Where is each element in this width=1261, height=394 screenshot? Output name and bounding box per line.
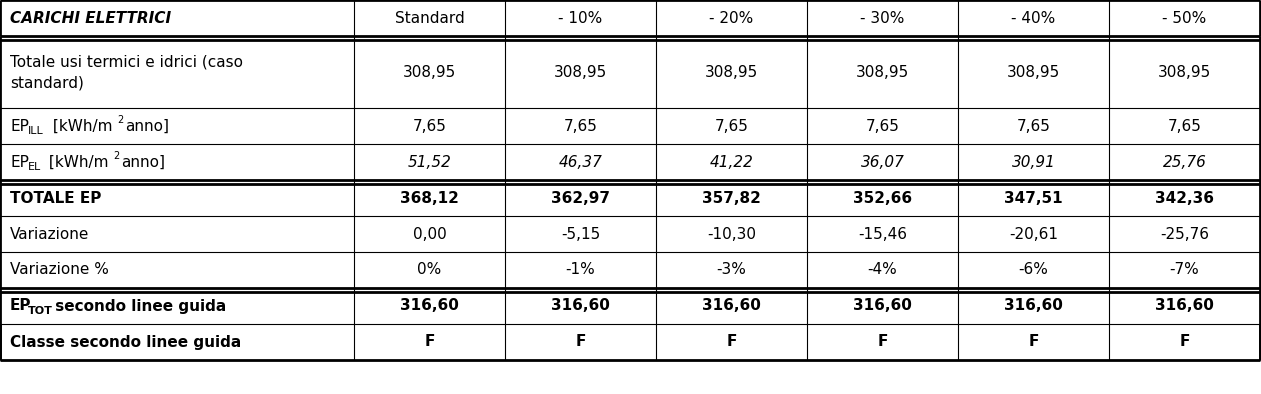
Text: anno]: anno] [121, 154, 165, 169]
Text: 347,51: 347,51 [1004, 191, 1063, 206]
Text: -6%: -6% [1019, 262, 1048, 277]
Text: - 20%: - 20% [710, 11, 754, 26]
Text: - 40%: - 40% [1011, 11, 1055, 26]
Text: TOTALE EP: TOTALE EP [10, 191, 101, 206]
Text: EL: EL [28, 162, 42, 172]
Text: F: F [575, 335, 585, 349]
Text: 7,65: 7,65 [1168, 119, 1202, 134]
Text: TOT: TOT [28, 306, 53, 316]
Text: anno]: anno] [125, 119, 169, 134]
Text: 316,60: 316,60 [852, 299, 912, 314]
Text: 51,52: 51,52 [407, 154, 451, 169]
Text: Variazione: Variazione [10, 227, 90, 242]
Text: -4%: -4% [868, 262, 898, 277]
Text: F: F [726, 335, 736, 349]
Text: 316,60: 316,60 [551, 299, 610, 314]
Text: F: F [424, 335, 435, 349]
Text: -15,46: -15,46 [857, 227, 907, 242]
Text: Totale usi termici e idrici (caso
standard): Totale usi termici e idrici (caso standa… [10, 54, 243, 90]
Text: 7,65: 7,65 [564, 119, 598, 134]
Text: 316,60: 316,60 [400, 299, 459, 314]
Text: Classe secondo linee guida: Classe secondo linee guida [10, 335, 241, 349]
Text: 362,97: 362,97 [551, 191, 610, 206]
Text: 352,66: 352,66 [852, 191, 912, 206]
Text: 7,65: 7,65 [412, 119, 446, 134]
Text: -5,15: -5,15 [561, 227, 600, 242]
Text: -1%: -1% [566, 262, 595, 277]
Text: EP: EP [10, 154, 29, 169]
Text: 0%: 0% [417, 262, 441, 277]
Text: 2: 2 [117, 115, 124, 125]
Text: Standard: Standard [395, 11, 464, 26]
Text: 7,65: 7,65 [715, 119, 749, 134]
Text: - 10%: - 10% [559, 11, 603, 26]
Text: 316,60: 316,60 [1155, 299, 1214, 314]
Text: -20,61: -20,61 [1009, 227, 1058, 242]
Text: 342,36: 342,36 [1155, 191, 1214, 206]
Text: 316,60: 316,60 [1004, 299, 1063, 314]
Text: 308,95: 308,95 [856, 65, 909, 80]
Text: -10,30: -10,30 [707, 227, 757, 242]
Text: F: F [1028, 335, 1039, 349]
Text: EP: EP [10, 299, 32, 314]
Text: 7,65: 7,65 [865, 119, 899, 134]
Text: 308,95: 308,95 [1158, 65, 1211, 80]
Text: 308,95: 308,95 [705, 65, 758, 80]
Text: secondo linee guida: secondo linee guida [50, 299, 226, 314]
Text: -3%: -3% [716, 262, 747, 277]
Text: 308,95: 308,95 [554, 65, 607, 80]
Text: 25,76: 25,76 [1163, 154, 1207, 169]
Text: -7%: -7% [1170, 262, 1199, 277]
Text: 30,91: 30,91 [1011, 154, 1055, 169]
Text: ILL: ILL [28, 126, 44, 136]
Text: 308,95: 308,95 [402, 65, 456, 80]
Text: 308,95: 308,95 [1006, 65, 1061, 80]
Text: Variazione %: Variazione % [10, 262, 108, 277]
Text: [kWh/m: [kWh/m [44, 154, 108, 169]
Text: CARICHI ELETTRICI: CARICHI ELETTRICI [10, 11, 171, 26]
Text: 357,82: 357,82 [702, 191, 760, 206]
Text: - 30%: - 30% [860, 11, 904, 26]
Text: F: F [878, 335, 888, 349]
Text: 46,37: 46,37 [559, 154, 603, 169]
Text: 36,07: 36,07 [860, 154, 904, 169]
Text: 0,00: 0,00 [412, 227, 446, 242]
Text: 368,12: 368,12 [400, 191, 459, 206]
Text: 2: 2 [113, 151, 120, 161]
Text: EP: EP [10, 119, 29, 134]
Text: 41,22: 41,22 [710, 154, 753, 169]
Text: 7,65: 7,65 [1016, 119, 1050, 134]
Text: F: F [1179, 335, 1189, 349]
Text: [kWh/m: [kWh/m [48, 119, 112, 134]
Text: 316,60: 316,60 [702, 299, 760, 314]
Text: - 50%: - 50% [1163, 11, 1207, 26]
Text: -25,76: -25,76 [1160, 227, 1209, 242]
